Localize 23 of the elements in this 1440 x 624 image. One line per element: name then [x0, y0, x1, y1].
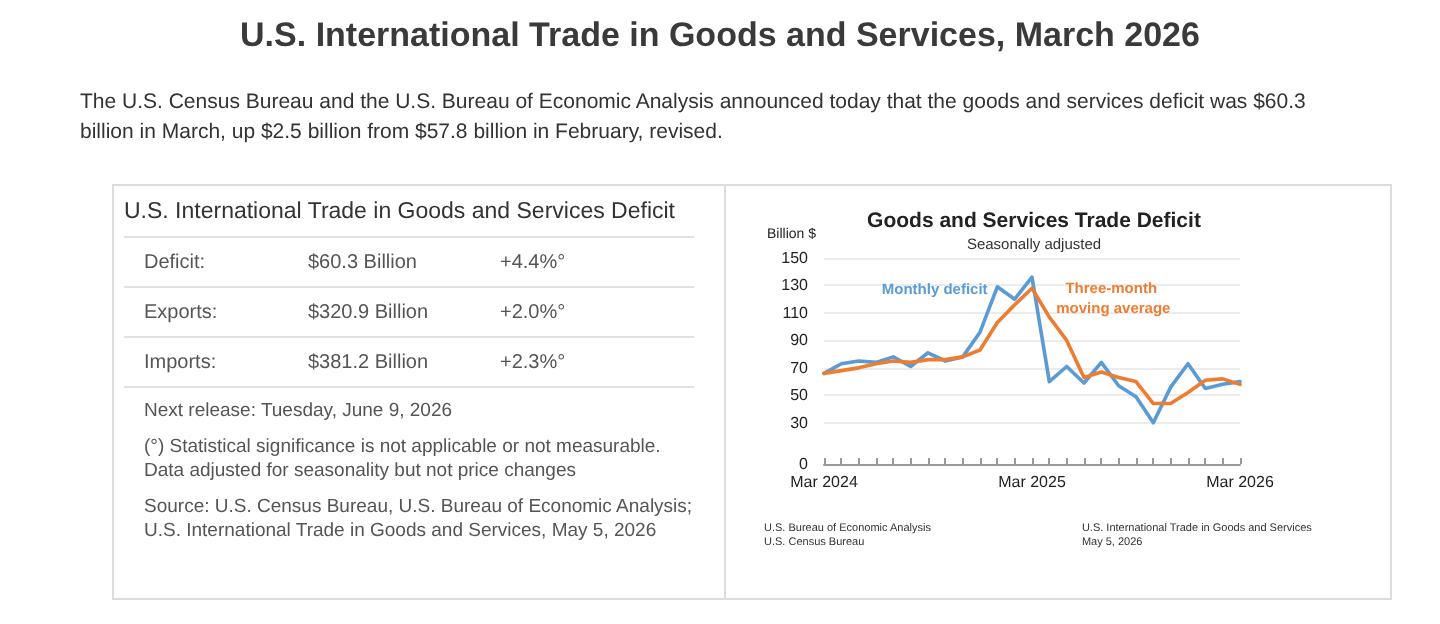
line-series	[822, 286, 1242, 406]
text: Deficit: $60.3 Billion +4.4%°	[144, 251, 566, 273]
y-tick-label: 90	[790, 331, 810, 350]
line-series	[822, 275, 1242, 425]
y-tick-label: 30	[790, 413, 810, 432]
y-tick-label: 150	[781, 249, 810, 267]
y-tick-label: 50	[790, 386, 810, 405]
x-tick-label: Mar 2025	[998, 473, 1067, 491]
source-note: Source: U.S. Census Bureau, U.S. Bureau of Economic Analysis; U.S. International Trade in Goods and Services, May 5, 2026	[142, 494, 694, 544]
text: The U.S. Census Bureau and the U.S. Bureau of Economic Analysis announced today that the goods and services deficit was $60.3 billion in March, up $2.5 billion from $57.8 billion in February, revised.	[80, 88, 1308, 148]
x-tick-label: Mar 2024	[790, 473, 859, 491]
y-tick-label: 130	[781, 276, 810, 295]
y-tick-label: 70	[790, 358, 810, 377]
text: (°) Statistical significance is not applicable or not measurable. Data adjusted for seasonality but not price changes	[142, 434, 663, 484]
text: Imports: $381.2 Billion +2.3%°	[144, 351, 566, 373]
text: Exports: $320.9 Billion +2.0%°	[144, 301, 566, 323]
text: U.S. International Trade in Goods and Services Deficit	[124, 200, 678, 224]
x-tick-label: Mar 2026	[1206, 473, 1275, 491]
text: Next release: Tuesday, June 9, 2026	[124, 386, 694, 424]
text: U.S. International Trade in Goods and Services, March 2026	[238, 16, 1202, 56]
chart-title: Goods and Services Trade Deficit	[867, 209, 1202, 233]
y-tick-label: 110	[782, 303, 810, 322]
y-tick-label: 0	[799, 455, 810, 473]
